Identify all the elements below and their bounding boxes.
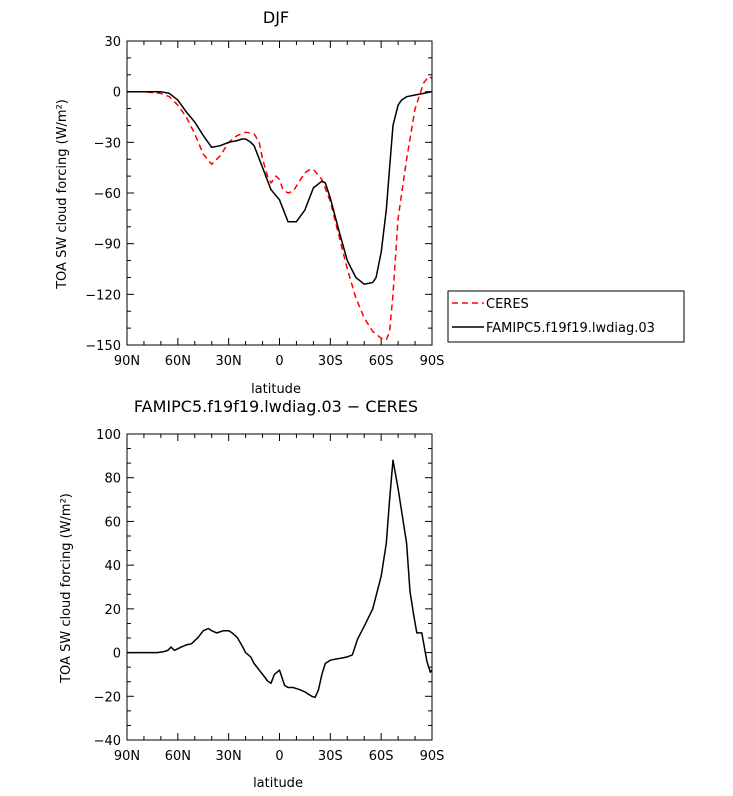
y-tick-label: 20	[104, 603, 121, 618]
x-tick-label: 0	[275, 749, 283, 764]
x-tick-label: 60S	[369, 749, 394, 764]
y-tick-label: 0	[113, 647, 121, 662]
x-tick-label: 90N	[114, 354, 140, 369]
y-tick-label: 0	[113, 86, 121, 101]
y-tick-label: −40	[94, 734, 121, 749]
top-plot-frame	[126, 40, 433, 346]
y-tick-label: 30	[104, 35, 121, 50]
bottom-chart-series	[127, 459, 433, 699]
legend-box	[447, 290, 685, 343]
top-x-axis-label: latitude	[251, 382, 301, 397]
y-tick-label: −60	[94, 187, 121, 202]
y-tick-label: −150	[85, 339, 121, 354]
x-tick-label: 60N	[165, 749, 191, 764]
y-tick-label: −20	[94, 690, 121, 705]
bottom-plot-frame	[126, 433, 433, 741]
y-tick-label: 80	[104, 472, 121, 487]
x-tick-label: 90N	[114, 749, 140, 764]
top-chart-ticks: 90N 60N 30N 0 30S 60S 90S −150 −120 −90 −60 −30 0 30	[85, 35, 444, 369]
top-chart-series	[127, 75, 433, 341]
y-tick-label: −30	[94, 136, 121, 151]
x-tick-label: 30N	[216, 354, 242, 369]
x-tick-label: 60S	[369, 354, 394, 369]
y-tick-label: 40	[104, 559, 121, 574]
x-tick-label: 0	[275, 354, 283, 369]
legend-model-label: FAMIPC5.f19f19.lwdiag.03	[486, 321, 655, 336]
top-y-axis-label: TOA SW cloud forcing (W/m²)	[55, 99, 70, 290]
x-tick-label: 90S	[420, 354, 445, 369]
series-line-0	[127, 459, 433, 699]
y-tick-label: 100	[96, 428, 121, 443]
bottom-chart-title: FAMIPC5.f19f19.lwdiag.03 − CERES	[134, 397, 418, 416]
top-chart-title: DJF	[263, 8, 289, 27]
series-line-famipc5-f19f19-lwdiag-03	[127, 90, 433, 285]
x-tick-label: 30S	[318, 749, 343, 764]
y-tick-label: −120	[85, 288, 121, 303]
x-tick-label: 30S	[318, 354, 343, 369]
bottom-y-axis-label: TOA SW cloud forcing (W/m²)	[59, 493, 74, 684]
series-line-ceres	[127, 75, 433, 341]
legend: CERES FAMIPC5.f19f19.lwdiag.03	[447, 290, 685, 343]
bottom-panel: FAMIPC5.f19f19.lwdiag.03 − CERES 90N 60N 3…	[59, 397, 444, 791]
bottom-x-axis-label: latitude	[253, 776, 303, 791]
y-tick-label: 60	[104, 515, 121, 530]
top-panel: DJF 90N 60N 30N 0 30S 60S 90S −150 −120 −90 −60 −30…	[55, 8, 685, 397]
x-tick-label: 90S	[420, 749, 445, 764]
legend-ceres-label: CERES	[486, 297, 529, 312]
x-tick-label: 60N	[165, 354, 191, 369]
y-tick-label: −90	[94, 238, 121, 253]
x-tick-label: 30N	[216, 749, 242, 764]
